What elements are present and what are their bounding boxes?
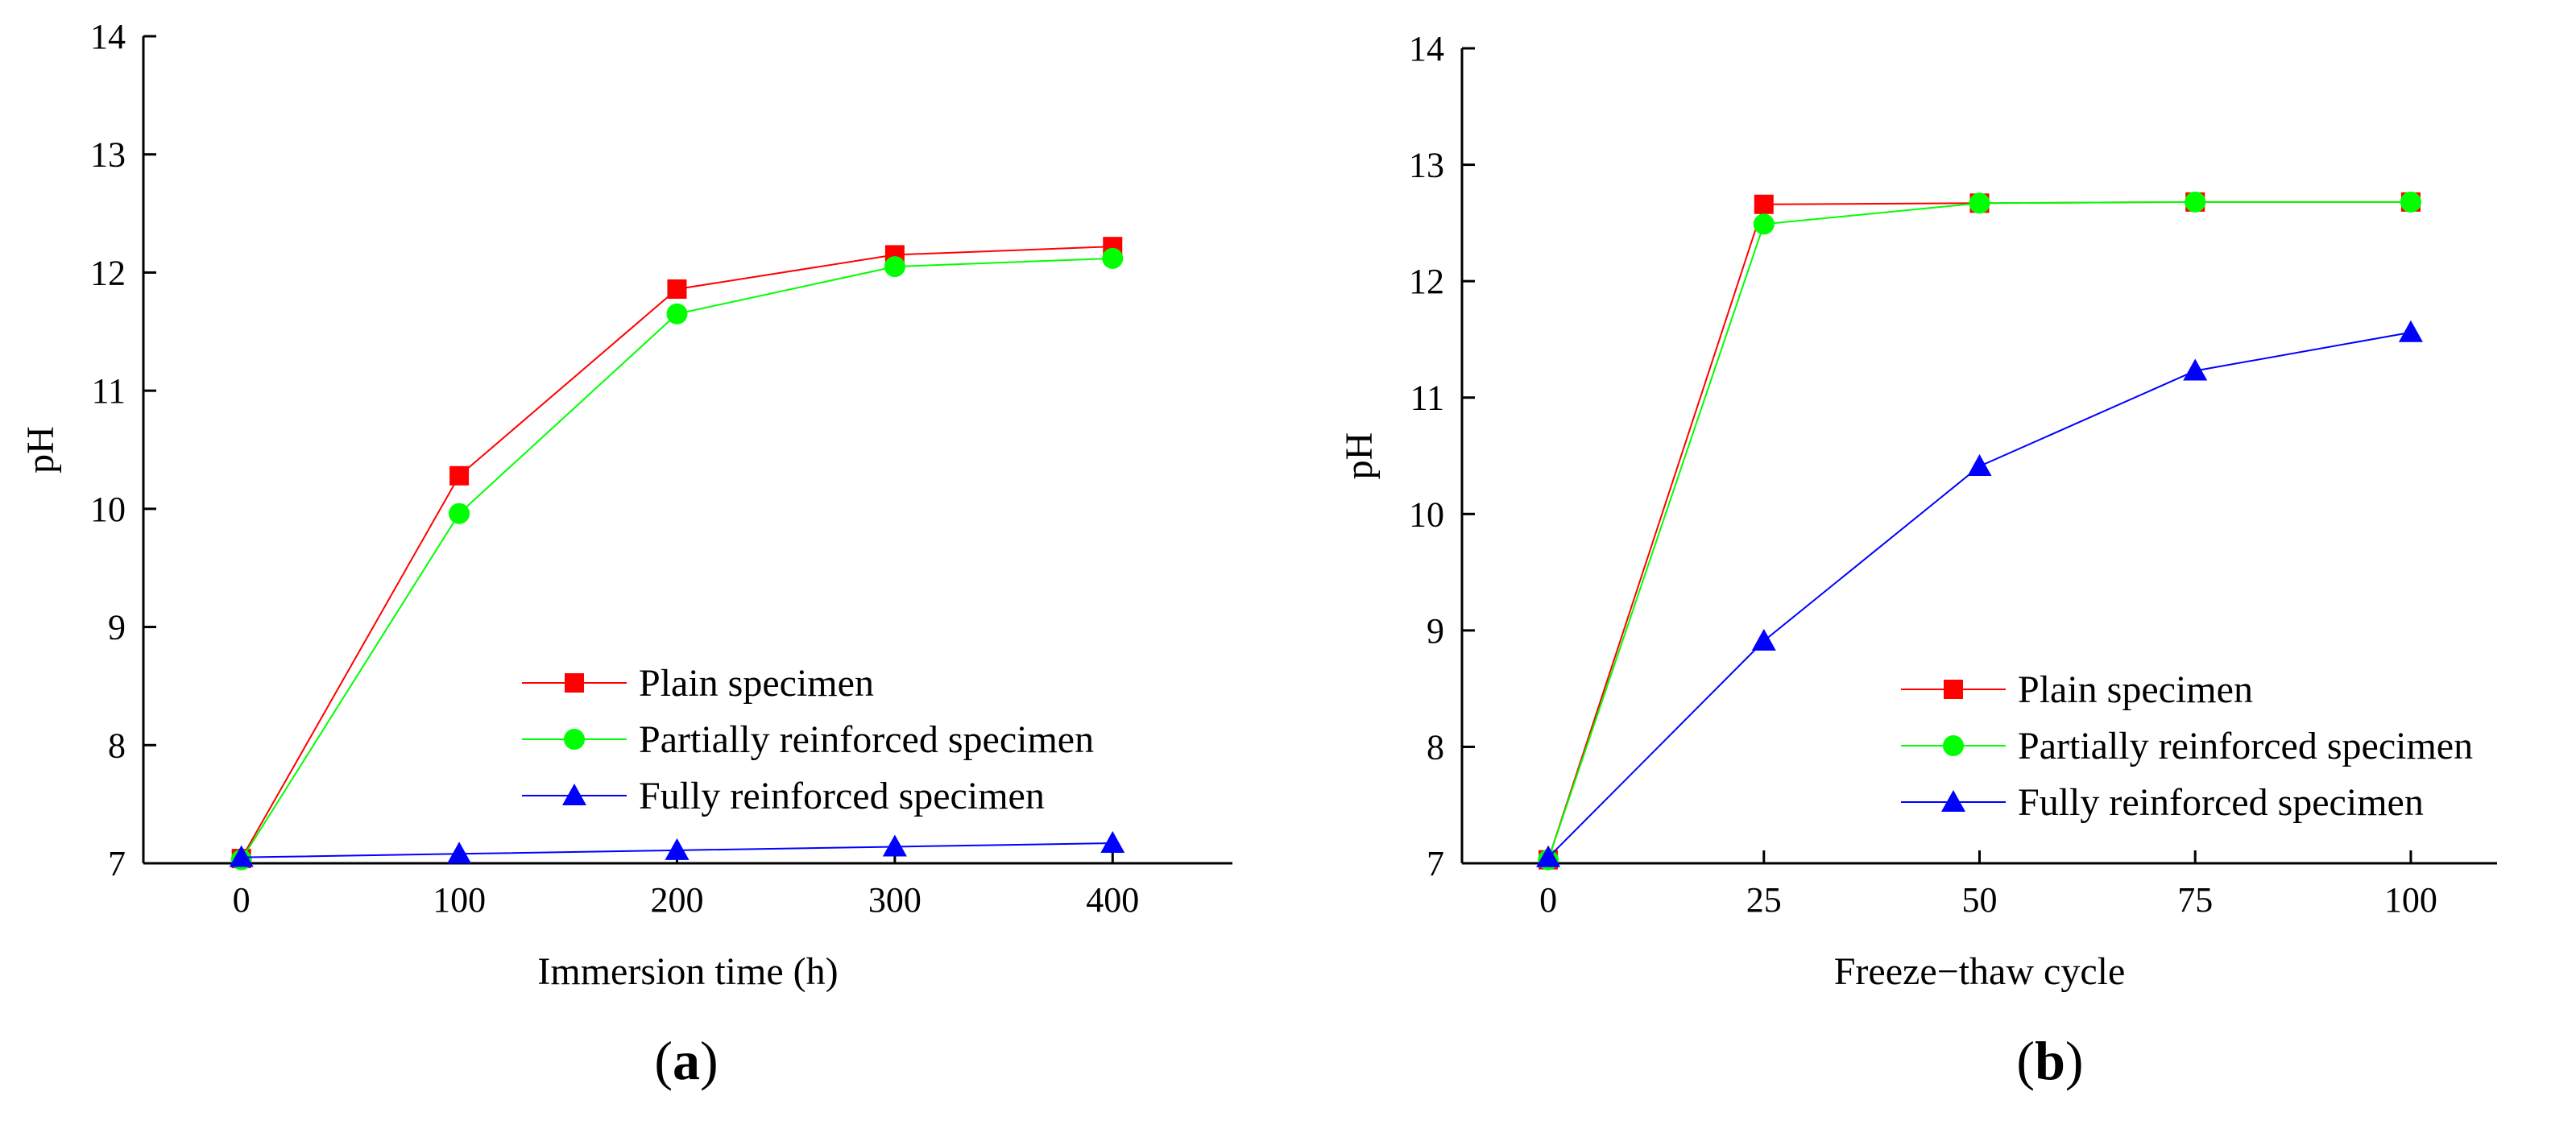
y-tick-label: 14 bbox=[90, 17, 126, 56]
legend-marker bbox=[562, 784, 586, 805]
data-point bbox=[2183, 358, 2208, 381]
x-axis-title: Immersion time (h) bbox=[537, 950, 838, 993]
data-point bbox=[666, 303, 688, 325]
series-2 bbox=[1536, 320, 2423, 867]
legend: Plain specimen Partially reinforced speci… bbox=[522, 662, 1094, 817]
x-tick-label: 400 bbox=[1086, 880, 1139, 920]
y-tick-label: 8 bbox=[1427, 727, 1444, 767]
data-point bbox=[2398, 320, 2423, 342]
data-point bbox=[667, 279, 687, 299]
y-tick-label: 11 bbox=[92, 371, 126, 411]
legend-label: Partially reinforced specimen bbox=[639, 718, 1094, 761]
data-point bbox=[1751, 628, 1776, 651]
legend: Plain specimen Partially reinforced speci… bbox=[1901, 668, 2473, 824]
data-point bbox=[1100, 831, 1125, 854]
x-tick-label: 200 bbox=[650, 880, 703, 920]
y-axis-title: pH bbox=[1338, 432, 1381, 480]
y-tick-label: 12 bbox=[90, 253, 126, 292]
legend-label: Partially reinforced specimen bbox=[2018, 725, 2473, 767]
x-tick-label: 100 bbox=[433, 880, 486, 920]
data-point bbox=[2185, 191, 2206, 213]
y-tick-label: 9 bbox=[108, 608, 126, 647]
series-1 bbox=[1538, 191, 2421, 871]
y-tick-label: 7 bbox=[108, 844, 126, 883]
y-tick-label: 13 bbox=[90, 135, 126, 175]
data-point bbox=[1753, 213, 1775, 235]
x-axis-title: Freeze−thaw cycle bbox=[1834, 950, 2126, 993]
data-point bbox=[882, 834, 907, 857]
series-0 bbox=[1539, 192, 2421, 870]
legend-marker bbox=[1943, 735, 1964, 756]
y-axis-title: pH bbox=[19, 426, 62, 474]
data-point bbox=[447, 842, 472, 864]
data-point bbox=[229, 845, 254, 867]
y-tick-label: 14 bbox=[1409, 29, 1444, 68]
series-2 bbox=[229, 831, 1125, 867]
series-0 bbox=[231, 237, 1123, 869]
legend-marker bbox=[564, 729, 585, 750]
x-tick-label: 300 bbox=[868, 880, 921, 920]
data-point bbox=[1967, 454, 1992, 477]
x-tick-label: 0 bbox=[233, 880, 251, 920]
data-point bbox=[449, 503, 470, 524]
panel-label: (a) bbox=[654, 1030, 718, 1091]
data-point bbox=[1754, 194, 1774, 214]
y-tick-label: 13 bbox=[1409, 146, 1444, 185]
data-point bbox=[1969, 192, 1990, 214]
series-line bbox=[240, 257, 1113, 861]
series-line bbox=[240, 246, 1113, 859]
x-tick-label: 25 bbox=[1746, 880, 1782, 920]
data-point bbox=[665, 838, 690, 860]
y-tick-label: 11 bbox=[1410, 378, 1444, 418]
y-tick-label: 10 bbox=[90, 490, 126, 529]
legend-marker bbox=[1941, 790, 1965, 812]
y-tick-label: 9 bbox=[1427, 611, 1444, 651]
chart-panel-b: 7 8 9 10 11 12 13 14 0 25 50 75 100 Freeze−thaw cycle… bbox=[1338, 29, 2497, 1091]
x-tick-label: 100 bbox=[2384, 880, 2437, 920]
y-tick-label: 8 bbox=[108, 726, 126, 765]
legend-label: Plain specimen bbox=[2018, 668, 2253, 711]
data-point bbox=[884, 256, 905, 278]
legend-label: Plain specimen bbox=[639, 662, 874, 705]
chart-panel-a: 7 8 9 10 11 12 13 14 0 100 200 300 400 Immersion time… bbox=[19, 17, 1232, 1091]
y-tick-label: 10 bbox=[1409, 494, 1444, 534]
legend-label: Fully reinforced specimen bbox=[2018, 781, 2424, 824]
x-tick-label: 50 bbox=[1962, 880, 1998, 920]
x-tick-label: 0 bbox=[1539, 880, 1557, 920]
legend-marker bbox=[565, 673, 584, 693]
series-line bbox=[1547, 331, 2412, 858]
legend-marker bbox=[1944, 680, 1963, 699]
y-tick-label: 12 bbox=[1409, 262, 1444, 301]
y-tick-label: 7 bbox=[1427, 844, 1444, 883]
data-point bbox=[1536, 845, 1561, 867]
panel-label: (b) bbox=[2016, 1030, 2083, 1091]
data-point bbox=[1102, 247, 1124, 269]
data-point bbox=[2400, 191, 2421, 213]
x-tick-label: 75 bbox=[2177, 880, 2213, 920]
data-point bbox=[449, 465, 470, 486]
legend-label: Fully reinforced specimen bbox=[639, 775, 1045, 817]
